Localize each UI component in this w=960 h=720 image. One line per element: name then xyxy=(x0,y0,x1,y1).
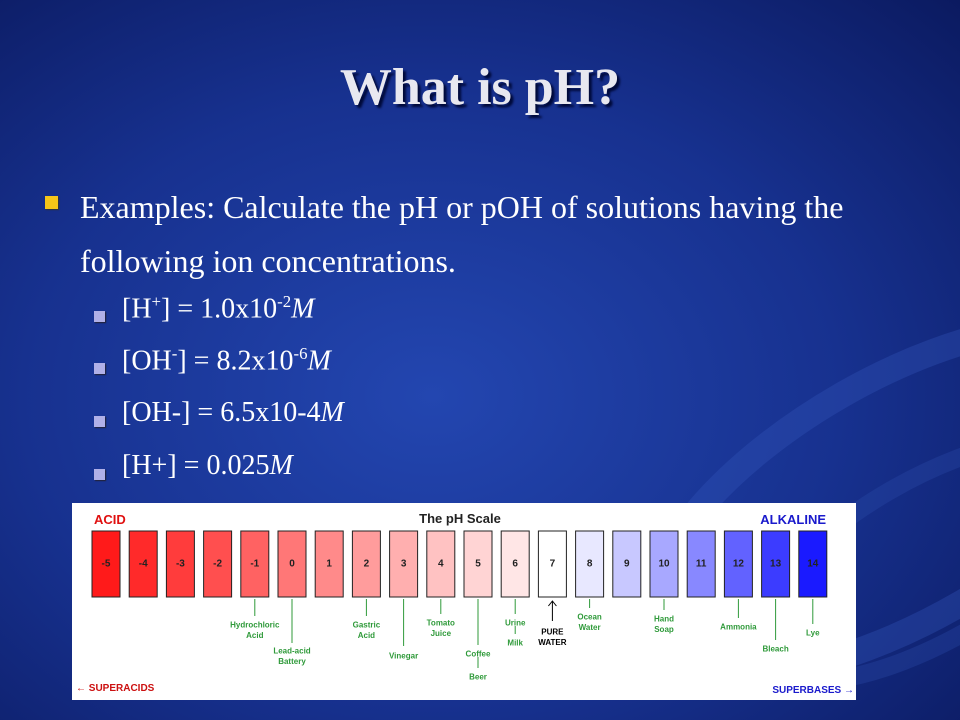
sub-bullet-marker xyxy=(94,311,105,322)
ph-cell xyxy=(612,530,642,598)
ph-number: 1 xyxy=(326,559,332,570)
ph-cell xyxy=(463,530,493,598)
title: What is pH? xyxy=(339,59,621,116)
ph-number: -1 xyxy=(250,559,259,570)
annotation: Lye xyxy=(806,629,820,638)
sub-bullet: [OH-] = 6.5x10-4M xyxy=(122,397,344,429)
sub-bullet: [H+] = 0.025M xyxy=(122,450,293,482)
ph-number: 4 xyxy=(438,559,444,570)
annotation: Bleach xyxy=(762,645,788,654)
ph-number: -5 xyxy=(102,559,111,570)
annotation: Ocean xyxy=(577,613,602,622)
text-segment: M xyxy=(320,397,344,428)
alkaline-label: ALKALINE xyxy=(760,512,826,527)
ph-number: -4 xyxy=(139,559,148,570)
ph-cell xyxy=(314,530,344,598)
ph-cell xyxy=(389,530,419,598)
ph-number: 5 xyxy=(475,559,481,570)
ph-number: 10 xyxy=(658,559,670,570)
ph-cell xyxy=(537,530,567,598)
ph-cell xyxy=(649,530,679,598)
annotation: Ammonia xyxy=(720,623,757,632)
text-segment: M xyxy=(269,450,293,481)
text-segment: [OH-] = 6.5x10-4 xyxy=(122,397,321,428)
arrow xyxy=(548,600,557,621)
sub-bullet-marker xyxy=(94,363,105,374)
annotation: Tomato xyxy=(427,619,455,628)
ph-cell xyxy=(500,530,530,598)
ph-number: 11 xyxy=(696,559,707,570)
ph-cell xyxy=(723,530,753,598)
text-segment: + xyxy=(151,292,162,311)
scale-title: The pH Scale xyxy=(419,511,501,526)
annotation: Lead-acid xyxy=(273,647,310,656)
text-segment: -6 xyxy=(293,344,308,363)
text-segment: -2 xyxy=(277,292,292,311)
ph-cell xyxy=(798,530,828,598)
text-segment: ] = 1.0x10 xyxy=(161,293,278,325)
annotation: Milk xyxy=(507,639,523,648)
text-segment: M xyxy=(307,345,331,377)
ph-number: 2 xyxy=(364,559,370,570)
ph-number: -2 xyxy=(213,559,222,570)
sub-bullet: [H+] = 1.0x10-2M xyxy=(122,292,314,325)
ph-number: -3 xyxy=(176,559,185,570)
sub-bullet-marker xyxy=(94,416,105,427)
annotation: Hydrochloric xyxy=(230,621,280,630)
sub-bullet-marker xyxy=(94,469,105,480)
ph-cell xyxy=(203,530,233,598)
ph-number: 6 xyxy=(512,559,518,570)
annotation: Urine xyxy=(505,619,526,628)
ph-cell xyxy=(351,530,381,598)
ph-number: 9 xyxy=(624,559,630,570)
ph-number: 0 xyxy=(289,559,295,570)
annotation: Acid xyxy=(358,631,375,640)
ph-cell xyxy=(686,530,716,598)
text-segment: M xyxy=(291,293,315,325)
text-segment: [OH xyxy=(122,345,172,377)
bullet-text: Examples: Calculate the pH or pOH of sol… xyxy=(80,189,844,279)
ph-cell xyxy=(240,530,270,598)
annotation: Juice xyxy=(431,629,452,638)
annotation: Gastric xyxy=(353,621,381,630)
annotation: Hand xyxy=(654,615,674,624)
ph-number: 13 xyxy=(770,559,782,570)
annotation: Soap xyxy=(654,625,674,634)
superacids-label: ← SUPERACIDS xyxy=(76,683,155,694)
superbases-label: SUPERBASES → xyxy=(772,685,854,696)
annotation: Water xyxy=(579,623,601,632)
text-segment: ] = 8.2x10 xyxy=(177,345,294,377)
bullet-marker xyxy=(45,196,58,209)
ph-cell xyxy=(575,530,605,598)
annotation: Vinegar xyxy=(389,652,418,661)
annotation: Coffee xyxy=(466,650,491,659)
text-segment: [H xyxy=(122,293,152,325)
annotation: PURE xyxy=(541,628,564,637)
ph-cell xyxy=(761,530,791,598)
ph-number: 8 xyxy=(587,559,593,570)
ph-cell xyxy=(426,530,456,598)
ph-number: 12 xyxy=(733,559,745,570)
annotation: WATER xyxy=(538,638,567,647)
sub-bullet: [OH-] = 8.2x10-6M xyxy=(122,344,331,377)
acid-label: ACID xyxy=(94,512,126,527)
text-segment: [H+] = 0.025 xyxy=(122,450,270,481)
ph-number: 14 xyxy=(807,559,819,570)
ph-cell xyxy=(128,530,158,598)
ph-number: 7 xyxy=(550,559,556,570)
annotation: Beer xyxy=(469,673,487,682)
annotation: Acid xyxy=(246,631,263,640)
ph-cell xyxy=(165,530,195,598)
ph-cell xyxy=(91,530,121,598)
ph-scale: ACID The pH Scale ALKALINE ← SUPERACIDS SUPE… xyxy=(72,503,856,700)
text-segment: - xyxy=(171,344,178,363)
ph-number: 3 xyxy=(401,559,407,570)
annotation: Battery xyxy=(278,657,306,666)
ph-cell xyxy=(277,530,307,598)
